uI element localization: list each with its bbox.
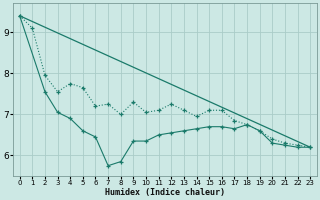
X-axis label: Humidex (Indice chaleur): Humidex (Indice chaleur) (105, 188, 225, 197)
